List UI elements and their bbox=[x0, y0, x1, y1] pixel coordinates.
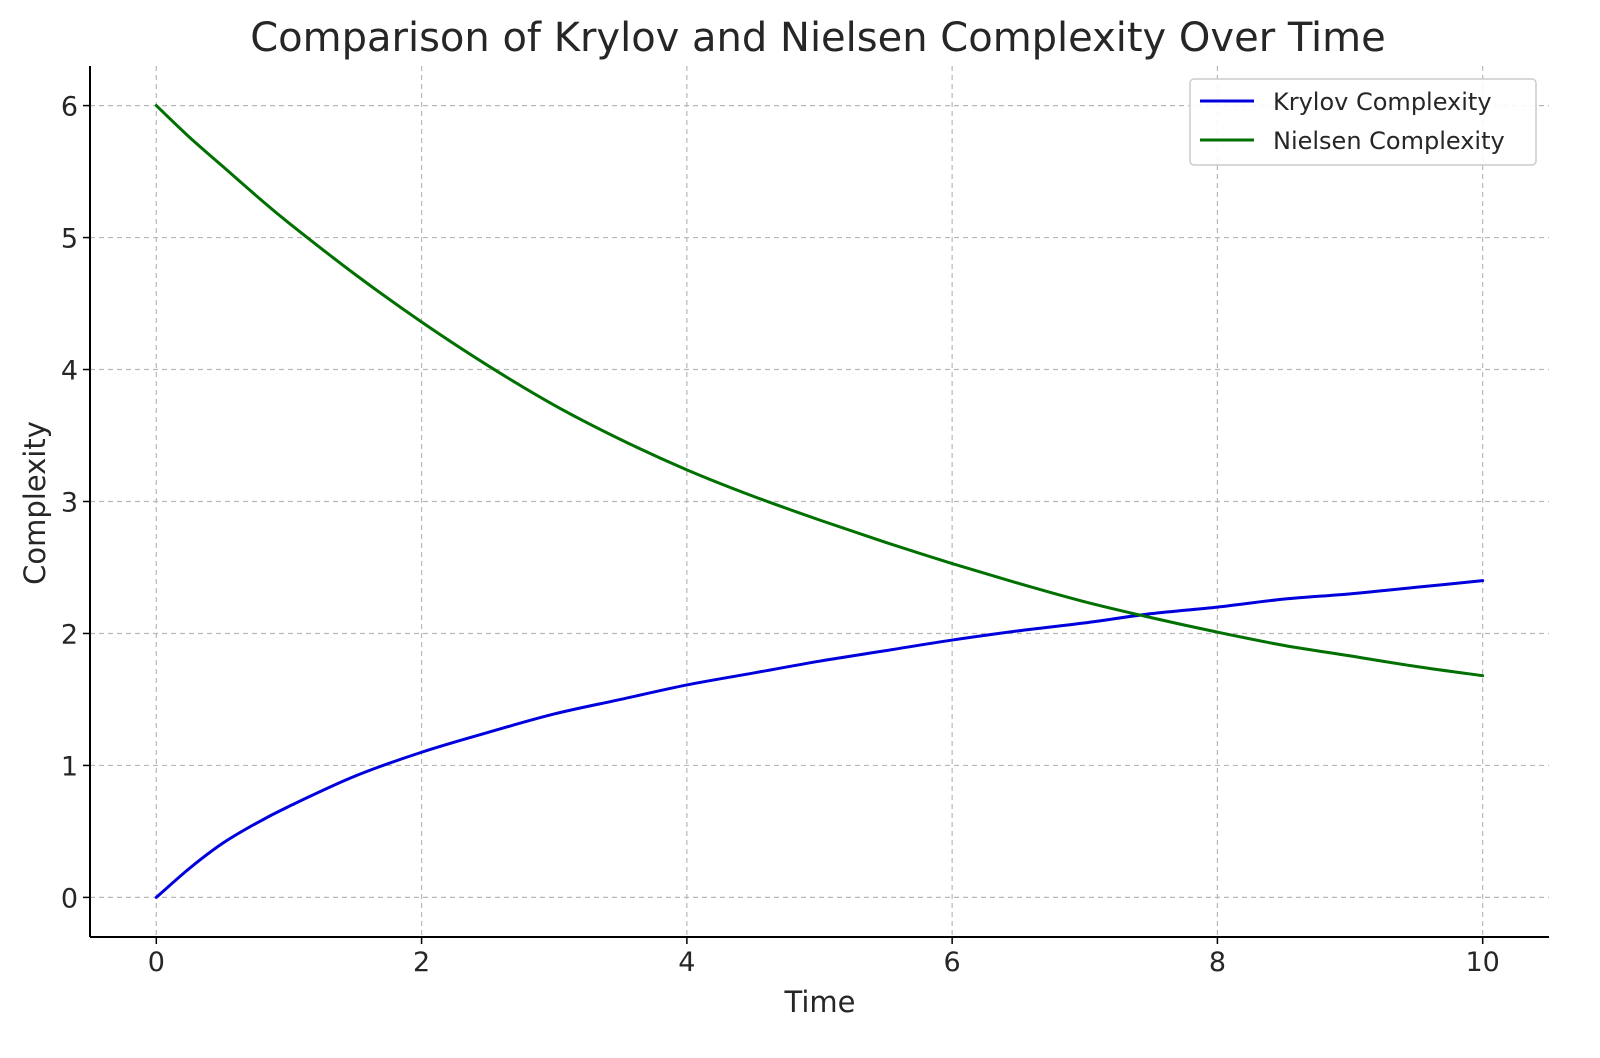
y-tick-label: 1 bbox=[61, 751, 78, 782]
axes bbox=[83, 66, 1549, 944]
x-tick-label: 6 bbox=[944, 947, 961, 978]
legend-label-nielsen: Nielsen Complexity bbox=[1273, 127, 1505, 155]
x-tick-label: 2 bbox=[413, 947, 430, 978]
y-axis-label: Complexity bbox=[18, 421, 52, 585]
plot-series bbox=[154, 104, 1485, 899]
y-tick-label: 3 bbox=[61, 488, 78, 519]
krylov-complexity-line bbox=[154, 579, 1485, 899]
legend-label-krylov: Krylov Complexity bbox=[1273, 88, 1492, 116]
legend-box bbox=[1189, 78, 1537, 166]
y-tick-label: 2 bbox=[61, 619, 78, 650]
y-tick-label: 4 bbox=[61, 356, 78, 387]
legend: Krylov Complexity Nielsen Complexity bbox=[1189, 78, 1537, 166]
chart-title: Comparison of Krylov and Nielsen Complex… bbox=[250, 15, 1386, 61]
x-tick-label: 10 bbox=[1466, 947, 1500, 978]
x-tick-label: 8 bbox=[1209, 947, 1226, 978]
y-tick-label: 5 bbox=[61, 224, 78, 255]
x-axis-label: Time bbox=[784, 985, 856, 1019]
y-tick-label: 6 bbox=[61, 92, 78, 123]
x-tick-label: 4 bbox=[678, 947, 695, 978]
tick-labels: 0 2 4 6 8 10 0 1 2 3 4 5 6 bbox=[61, 92, 1500, 978]
x-tick-label: 0 bbox=[148, 947, 165, 978]
y-tick-label: 0 bbox=[61, 883, 78, 914]
nielsen-complexity-line bbox=[154, 104, 1485, 678]
